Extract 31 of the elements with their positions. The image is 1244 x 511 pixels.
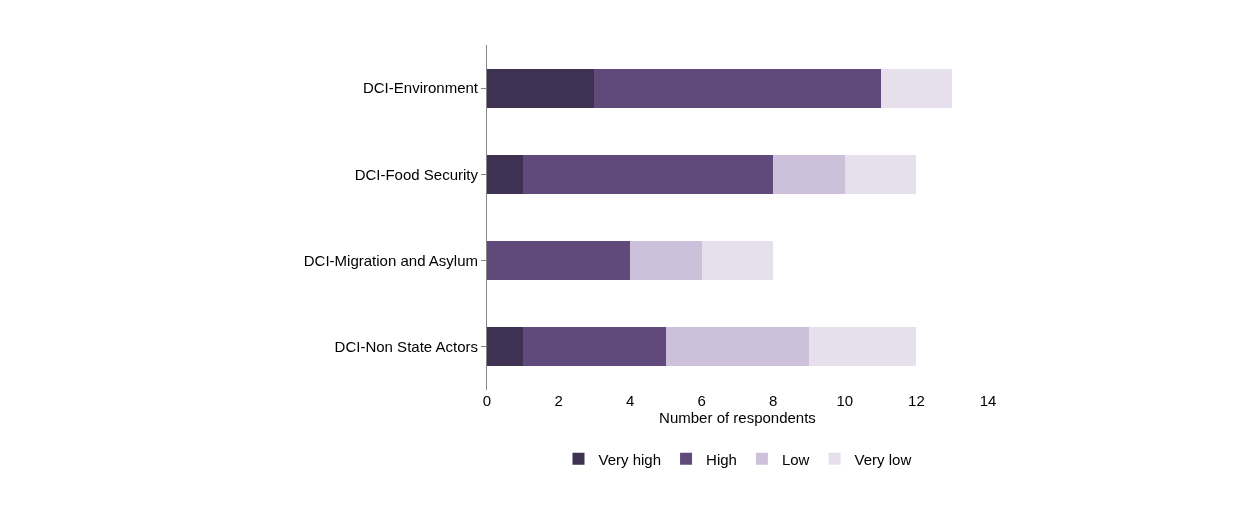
legend-label: High xyxy=(706,450,737,468)
x-tick-label: 6 xyxy=(697,392,706,409)
y-tick-label: DCI-Migration and Asylum xyxy=(303,251,478,269)
bar xyxy=(773,154,845,194)
bar xyxy=(880,68,953,108)
y-tick-label: DCI-Non State Actors xyxy=(334,338,478,356)
bar xyxy=(487,68,595,108)
y-tick-label: DCI-Food Security xyxy=(354,165,479,183)
legend-label: Very low xyxy=(854,450,912,468)
x-tick-label: 4 xyxy=(625,392,635,409)
legend-label: Low xyxy=(781,450,810,468)
bar xyxy=(630,241,702,281)
x-tick-label: 10 xyxy=(836,392,854,409)
x-axis-title: Number of respondents xyxy=(659,409,816,426)
x-tick-label: 2 xyxy=(554,392,563,409)
legend-label: Very high xyxy=(598,450,662,468)
x-tick-label: 14 xyxy=(979,392,997,409)
bar xyxy=(487,154,523,194)
bar xyxy=(594,68,881,108)
bar xyxy=(701,241,774,281)
bar xyxy=(665,327,810,367)
bar xyxy=(487,241,631,281)
bar xyxy=(522,327,666,367)
y-tick-label: DCI-Environment xyxy=(362,79,479,97)
x-tick-label: 0 xyxy=(482,392,492,409)
bar xyxy=(809,327,917,367)
bar xyxy=(844,154,917,194)
x-tick-label: 12 xyxy=(908,392,925,409)
bar xyxy=(487,327,523,367)
x-tick-label: 8 xyxy=(769,392,778,409)
bar xyxy=(522,154,774,194)
